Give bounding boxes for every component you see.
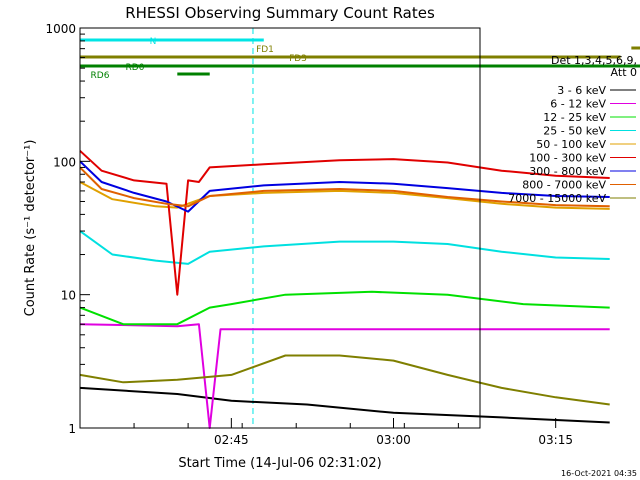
legend-entry-label: 6 - 12 keV — [550, 98, 606, 111]
vertical-markers — [252, 28, 254, 428]
series-line — [79, 290, 610, 326]
x-tick-label: 03:15 — [538, 433, 573, 447]
legend-entry-label: 100 - 300 keV — [529, 152, 606, 165]
chart-title: RHESSI Observing Summary Count Rates — [125, 4, 435, 22]
flag-bar-label: RD6 — [91, 71, 110, 81]
y-axis-label: Count Rate (s⁻¹ detector⁻¹) — [23, 140, 38, 317]
x-axis-label: Start Time (14-Jul-06 02:31:02) — [178, 456, 381, 471]
flag-bar-label: FD3 — [289, 54, 307, 64]
legend-entry-label: 7000 - 15000 keV — [508, 192, 606, 205]
series-line — [79, 354, 610, 406]
series-line — [79, 386, 610, 424]
y-tick-label: 100 — [53, 155, 76, 169]
x-tick-label: 02:45 — [214, 433, 249, 447]
flag-bar-label: RD0 — [126, 63, 145, 73]
legend-header: Att 0 — [611, 66, 637, 79]
flag-bar-label: FD1 — [256, 45, 274, 55]
flag-bars: N FD1 FD3 RD0 RD6 — [80, 37, 640, 81]
y-tick-label: 10 — [61, 289, 76, 303]
series-line — [79, 323, 610, 429]
legend-entry-label: 12 - 25 keV — [543, 111, 606, 124]
legend-entry-label: 3 - 6 keV — [557, 84, 606, 97]
x-tick-label: 03:00 — [376, 433, 411, 447]
legend-header: Det 1,3,4,5,6,9, — [551, 54, 637, 67]
legend-entry-label: 300 - 800 keV — [529, 165, 606, 178]
series-line — [79, 166, 610, 208]
y-tick-label: 1000 — [45, 22, 76, 36]
series-line — [79, 230, 610, 265]
footer-timestamp: 16-Oct-2021 04:35 — [561, 469, 637, 478]
flag-bar-label: N — [150, 37, 157, 47]
plot-frame — [79, 27, 481, 429]
legend-entry-label: 800 - 7000 keV — [522, 179, 606, 192]
series-line — [79, 150, 610, 296]
legend-entry-label: 50 - 100 keV — [536, 138, 606, 151]
legend-entry-label: 25 - 50 keV — [543, 125, 606, 138]
series-line — [79, 160, 610, 213]
y-tick-label: 1 — [68, 422, 76, 436]
series-lines — [79, 150, 610, 429]
series-line — [79, 181, 610, 210]
